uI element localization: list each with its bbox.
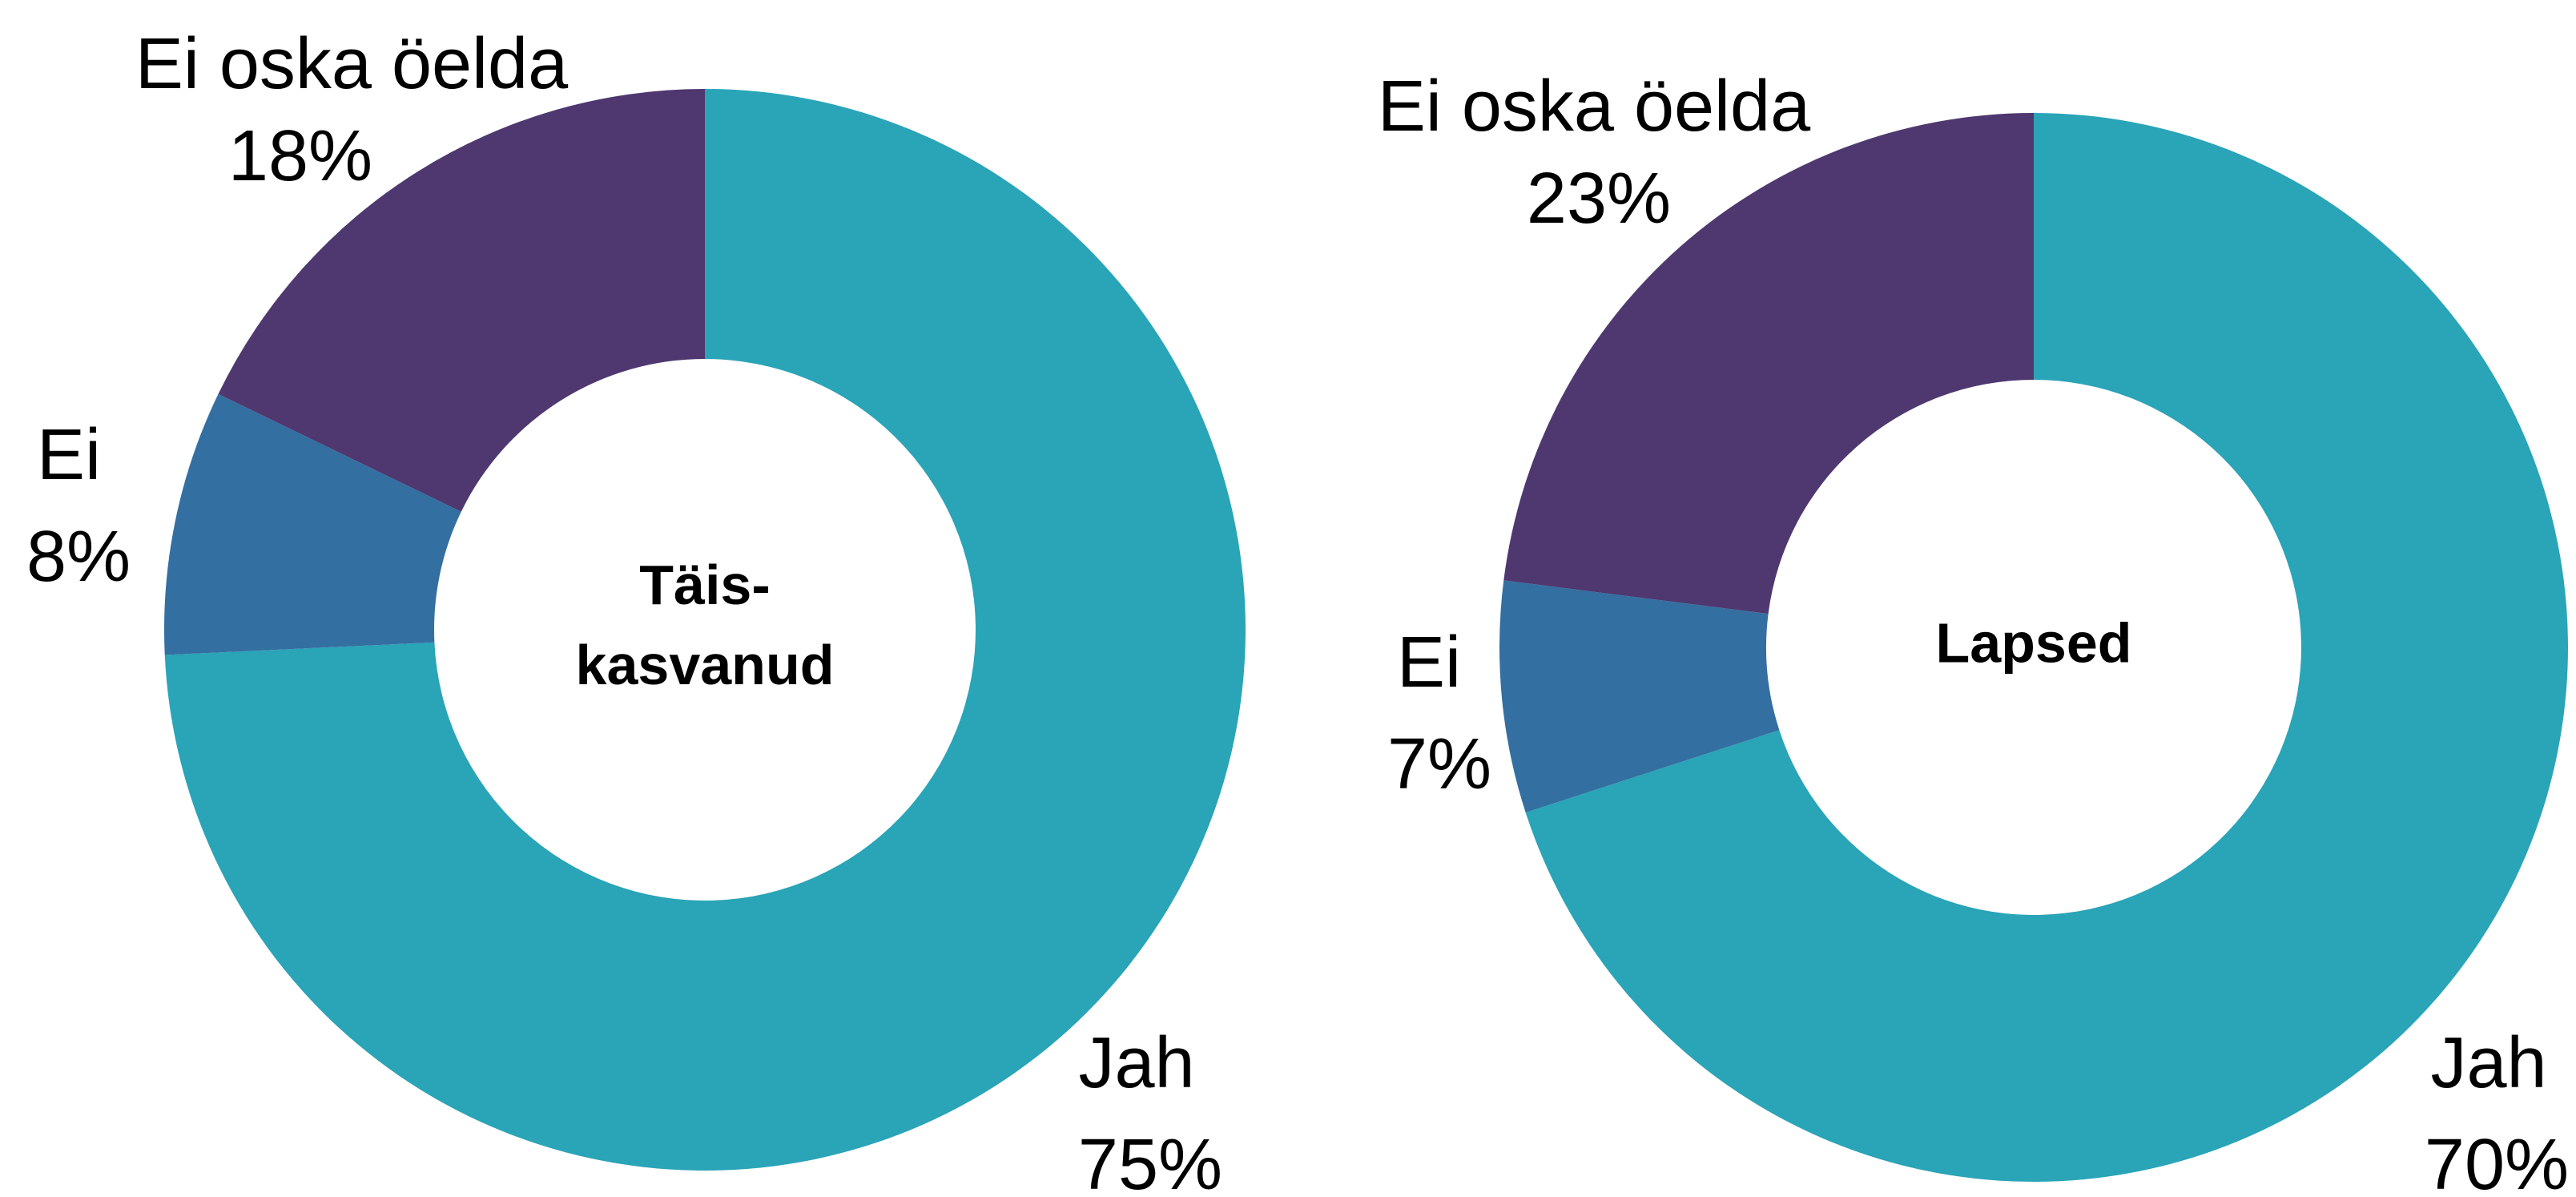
category-label: Ei oska öelda xyxy=(135,24,569,104)
value-label: 7% xyxy=(1387,724,1491,804)
donut-slice xyxy=(164,89,1246,1171)
donut-slice xyxy=(164,393,461,655)
donut-slice xyxy=(1525,113,2569,1183)
value-label: 18% xyxy=(228,116,372,196)
category-label: Ei oska öelda xyxy=(1378,66,1811,147)
value-label: 8% xyxy=(26,517,131,597)
value-label: 23% xyxy=(1527,159,1671,239)
value-label: 75% xyxy=(1078,1125,1222,1197)
donut-slice xyxy=(218,89,706,512)
value-label: 70% xyxy=(2425,1125,2569,1197)
center-title: Lapsed xyxy=(1935,611,2131,674)
center-title: Täis-kasvanud xyxy=(576,554,835,696)
category-label: Ei xyxy=(37,415,101,495)
donut-slice xyxy=(1503,113,2034,615)
category-label: Jah xyxy=(2430,1023,2546,1103)
category-label: Ei xyxy=(1397,623,1461,703)
donut-slice xyxy=(1499,580,1780,813)
category-label: Jah xyxy=(1078,1023,1194,1103)
